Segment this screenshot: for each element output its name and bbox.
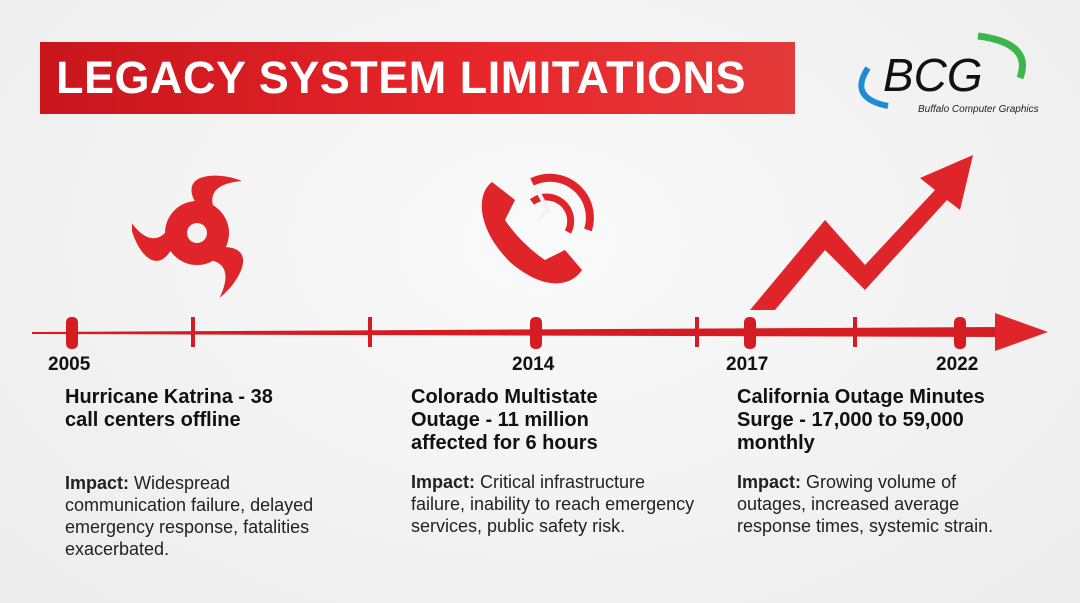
event-impact: Impact: Growing volume of outages, incre… <box>737 472 994 536</box>
bcg-logo: BCG Buffalo Computer Graphics <box>848 28 1048 123</box>
event-heading: Hurricane Katrina - 38 call centers offl… <box>65 386 273 431</box>
year-label: 2005 <box>48 354 91 375</box>
event-heading: California Outage Minutes Surge - 17,000… <box>737 386 985 454</box>
broken-phone-icon <box>481 173 594 284</box>
event-katrina: Hurricane Katrina - 38 call centers offl… <box>65 386 345 560</box>
page-title: LEGACY SYSTEM LIMITATIONS <box>56 52 747 103</box>
svg-text:Buffalo Computer Graphics: Buffalo Computer Graphics <box>918 104 1039 115</box>
event-impact: Impact: Widespread communication failure… <box>65 473 314 559</box>
hurricane-icon <box>132 175 243 298</box>
title-banner: LEGACY SYSTEM LIMITATIONS <box>40 42 795 114</box>
year-label: 2014 <box>512 354 555 375</box>
event-heading: Colorado Multistate Outage - 11 million … <box>411 386 598 454</box>
event-california: California Outage Minutes Surge - 17,000… <box>737 386 997 537</box>
year-label: 2017 <box>726 354 769 375</box>
timeline <box>32 313 1048 351</box>
svg-text:BCG: BCG <box>883 49 983 101</box>
event-impact: Impact: Critical infrastructure failure,… <box>411 472 695 536</box>
rising-arrow-icon <box>750 155 973 310</box>
year-label: 2022 <box>936 354 979 375</box>
event-colorado: Colorado Multistate Outage - 11 million … <box>411 386 696 537</box>
